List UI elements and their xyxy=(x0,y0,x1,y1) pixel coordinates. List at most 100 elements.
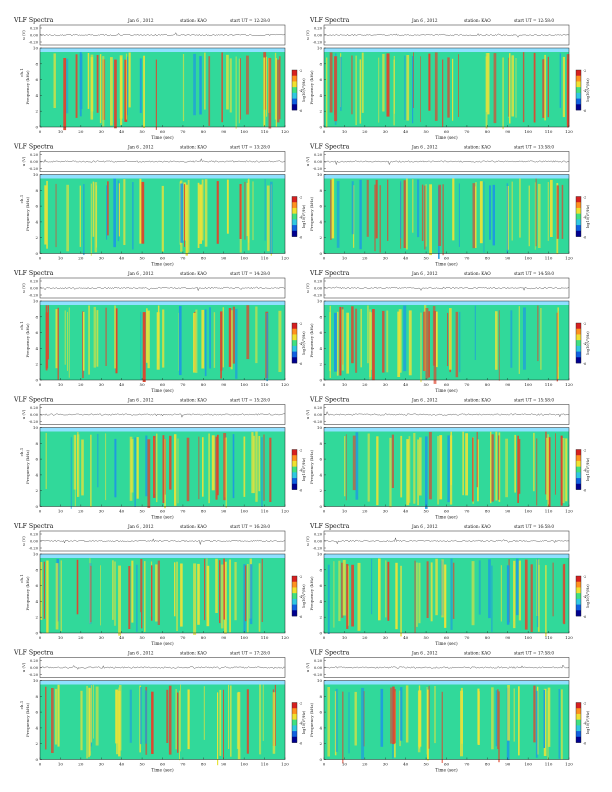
spectrogram-burst xyxy=(201,309,205,369)
spectrogram-burst xyxy=(397,311,401,377)
panel-station: station: KAO xyxy=(464,524,491,529)
spectrogram-burst xyxy=(182,54,185,122)
y-tick-label: 4 xyxy=(319,219,322,224)
spectrogram-burst xyxy=(478,560,481,615)
spectrogram-burst xyxy=(412,179,414,233)
spectrogram-burst xyxy=(519,178,521,238)
spectrogram-burst xyxy=(405,178,408,250)
x-tick-label: 90 xyxy=(221,635,227,640)
waveform-axis-label: u (V) xyxy=(21,30,26,40)
spectrogram-burst xyxy=(236,692,240,749)
x-tick-label: 110 xyxy=(261,635,269,640)
spectrogram-burst xyxy=(198,436,200,500)
spectrogram-burst xyxy=(351,306,354,364)
colorbar-segment xyxy=(292,323,297,330)
spectrogram-burst xyxy=(57,307,59,380)
waveform-tick-label: 0.20 xyxy=(30,280,39,284)
spectrogram-burst xyxy=(258,436,261,492)
spectrogram-burst xyxy=(336,181,340,248)
colorbar-tick-label: -4 xyxy=(583,469,586,473)
colorbar-frame xyxy=(291,196,298,237)
spectrogram-burst xyxy=(232,306,235,364)
colorbar-segment xyxy=(576,323,581,330)
waveform-trace xyxy=(39,413,285,418)
x-tick-label: 50 xyxy=(424,762,430,767)
panel-title: VLF Spectra xyxy=(309,144,350,151)
colorbar-segment xyxy=(576,736,581,743)
panel-station: station: KAO xyxy=(180,398,207,403)
colorbar-tick-label: -2 xyxy=(299,449,302,453)
waveform-axis-label: u (V) xyxy=(305,283,310,293)
spectrogram-burst xyxy=(393,59,395,126)
colorbar-tick-label: -6 xyxy=(299,489,302,493)
colorbar-segment xyxy=(576,725,581,732)
spectrogram-burst xyxy=(45,312,49,369)
colorbar-segment xyxy=(576,472,581,479)
spectrogram-burst xyxy=(491,687,494,750)
spectrogram-burst xyxy=(243,564,246,633)
waveform-tick-label: 0.00 xyxy=(314,413,323,417)
spectrogram-burst xyxy=(92,181,95,237)
spectrogram-burst xyxy=(90,183,92,256)
y-axis-label: Frequency (kHz) xyxy=(309,576,314,610)
spectrogram-burst xyxy=(341,309,344,371)
y-tick-label: 10 xyxy=(33,46,39,51)
colorbar-segment xyxy=(576,87,581,94)
x-tick-label: 60 xyxy=(160,635,166,640)
colorbar-label: log10(V²/Hz) xyxy=(586,331,590,355)
spectrogram-burst xyxy=(55,183,57,248)
spectrogram-burst xyxy=(193,53,196,116)
colorbar-segment xyxy=(292,449,297,456)
x-tick-label: 40 xyxy=(119,256,125,261)
x-tick-label: 80 xyxy=(201,509,207,514)
x-tick-label: 110 xyxy=(545,762,553,767)
spectrogram-burst xyxy=(444,564,447,628)
spectrogram-burst xyxy=(400,687,403,741)
spectrogram-burst xyxy=(193,563,197,635)
colorbar-segment xyxy=(292,334,297,341)
spectrogram-burst xyxy=(555,433,556,495)
colorbar-segment xyxy=(292,70,297,77)
spectrogram-burst xyxy=(176,561,178,631)
spectrogram-burst xyxy=(455,311,459,378)
spectrogram-burst xyxy=(253,435,255,494)
x-tick-label: 20 xyxy=(362,509,368,514)
spectrogram-burst xyxy=(334,691,337,756)
spectrogram-burst xyxy=(327,564,330,634)
colorbar-segment xyxy=(576,593,581,600)
spectrogram-burst xyxy=(131,560,134,623)
spectrogram-burst xyxy=(164,439,166,495)
x-tick-label: 50 xyxy=(424,129,430,134)
x-tick-label: 120 xyxy=(281,129,289,134)
waveform-frame xyxy=(39,151,286,172)
spectrogram-burst xyxy=(382,310,385,373)
waveform-tick-label: 0.00 xyxy=(30,540,39,544)
x-tick-label: 100 xyxy=(240,635,248,640)
spectrogram-burst xyxy=(247,564,249,633)
y-tick-label: 6 xyxy=(35,77,38,82)
x-tick-label: 10 xyxy=(342,509,348,514)
y-tick-label: 0 xyxy=(319,251,322,256)
spectrogram-burst xyxy=(523,307,526,370)
spectrogram-burst xyxy=(493,53,497,124)
colorbar-segment xyxy=(576,478,581,485)
colorbar-frame xyxy=(291,322,298,364)
spectrogram-burst xyxy=(387,179,389,241)
colorbar-label: log10(V²/Hz) xyxy=(302,204,306,228)
spectrogram-burst xyxy=(533,52,536,123)
spectrogram-burst xyxy=(406,439,410,506)
spectrogram-burst xyxy=(472,437,474,502)
spectrogram-burst xyxy=(53,53,56,108)
panel-date: Jan 6 , 2012 xyxy=(127,271,154,276)
spectrogram-burst xyxy=(278,310,282,372)
colorbar-segment xyxy=(576,334,581,341)
spectrogram-burst xyxy=(252,181,254,241)
spectrogram-burst xyxy=(506,565,510,625)
spectrogram-burst xyxy=(417,439,419,506)
x-tick-label: 10 xyxy=(342,256,348,261)
spectrogram-burst xyxy=(269,437,272,502)
spectrogram-burst xyxy=(86,685,88,759)
x-tick-label: 20 xyxy=(78,762,84,767)
colorbar-segment xyxy=(576,587,581,594)
